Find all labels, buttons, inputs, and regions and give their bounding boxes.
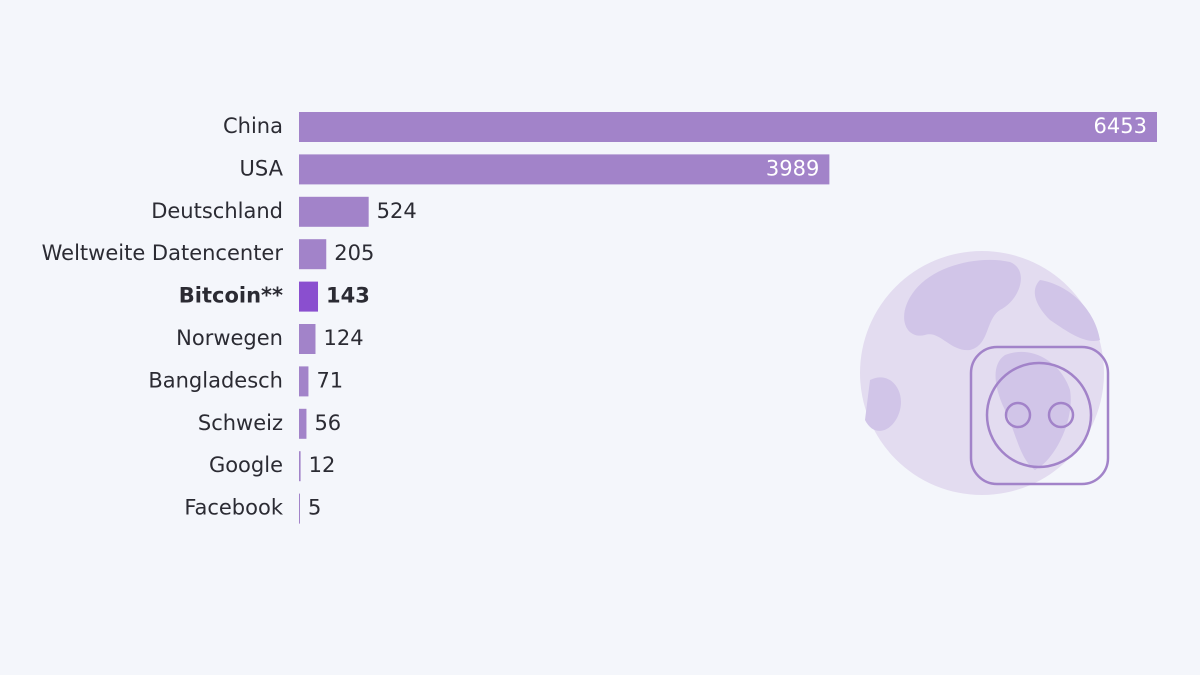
category-label: China [223,114,283,138]
value-label: 12 [309,453,336,477]
value-label: 56 [314,411,341,435]
value-label: 124 [323,326,363,350]
globe-illustration [860,251,1110,495]
bar [299,239,327,270]
value-label: 524 [377,199,417,223]
category-label: Bangladesch [148,368,283,392]
bar [299,281,319,312]
bar [299,154,830,185]
value-label: 3989 [766,156,819,180]
value-label: 71 [316,368,343,392]
category-label: Facebook [184,496,284,520]
value-label: 6453 [1094,114,1147,138]
value-label: 5 [308,496,321,520]
bar [299,366,309,397]
bar [299,451,301,482]
category-label: USA [240,156,284,180]
value-label: 205 [334,241,374,265]
bar [299,493,300,524]
bar [299,408,307,439]
bar [299,324,316,354]
value-label: 143 [326,284,370,308]
bar [299,196,369,227]
category-label: Bitcoin** [179,284,283,308]
category-label: Schweiz [198,411,283,435]
category-label: Weltweite Datencenter [42,241,284,265]
category-label: Deutschland [151,199,283,223]
bar [299,112,1157,142]
category-label: Norwegen [176,326,283,350]
category-label: Google [209,453,283,477]
